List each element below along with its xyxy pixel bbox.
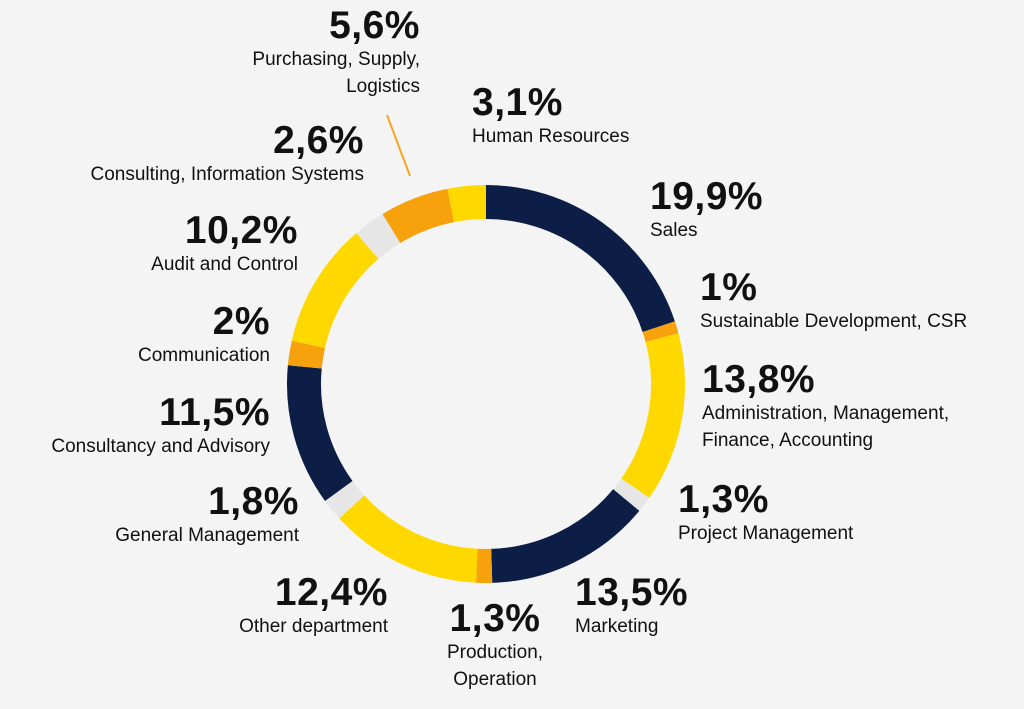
name-audit: Audit and Control — [151, 254, 298, 275]
donut-segment-11 — [356, 213, 401, 260]
donut-segment-8 — [287, 365, 353, 501]
donut-segment-9 — [287, 340, 326, 369]
label-administration: 13,8% Administration, Management, Financ… — [702, 360, 949, 454]
name-other-department: Other department — [239, 616, 388, 637]
donut-segment-3 — [613, 478, 650, 511]
label-purchasing: 5,6% Purchasing, Supply, Logistics — [252, 6, 420, 100]
label-general-management: 1,8% General Management — [115, 482, 299, 549]
label-consultancy: 11,5% Consultancy and Advisory — [51, 393, 270, 460]
name-sales: Sales — [650, 220, 698, 241]
pct-consulting-is: 2,6% — [273, 119, 364, 162]
name-production: Production, Operation — [446, 642, 544, 690]
name-consulting-is: Consulting, Information Systems — [90, 164, 364, 185]
name-human-resources: Human Resources — [472, 126, 630, 147]
pct-production: 1,3% — [449, 597, 541, 640]
leader-line-purchasing — [386, 114, 411, 177]
pct-marketing: 13,5% — [575, 571, 689, 614]
donut-segment-2 — [621, 333, 685, 498]
pct-project-management: 1,3% — [678, 478, 769, 521]
pct-communication: 2% — [212, 300, 270, 343]
donut-segment-6 — [339, 495, 479, 583]
donut-segment-12 — [382, 188, 455, 244]
label-other-department: 12,4% Other department — [239, 573, 388, 640]
pct-administration: 13,8% — [702, 358, 816, 401]
label-sustainable-development: 1% Sustainable Development, CSR — [700, 268, 967, 335]
name-administration: Administration, Management, Finance, Acc… — [702, 403, 950, 451]
pct-sustainable-development: 1% — [700, 266, 758, 309]
pct-purchasing: 5,6% — [329, 4, 420, 47]
pct-general-management: 1,8% — [208, 480, 299, 523]
donut-segment-10 — [291, 233, 379, 349]
name-sustainable-development: Sustainable Development, CSR — [700, 311, 968, 332]
name-general-management: General Management — [115, 525, 299, 546]
name-consultancy: Consultancy and Advisory — [51, 436, 270, 457]
label-human-resources: 3,1% Human Resources — [472, 83, 629, 150]
label-sales: 19,9% Sales — [650, 177, 763, 244]
donut-segment-0 — [485, 185, 675, 333]
donut-segment-4 — [490, 488, 640, 583]
name-communication: Communication — [138, 345, 270, 366]
name-purchasing: Purchasing, Supply, Logistics — [252, 49, 420, 97]
label-communication: 2% Communication — [138, 302, 270, 369]
pct-human-resources: 3,1% — [472, 81, 563, 124]
donut-segment-7 — [325, 480, 365, 519]
label-project-management: 1,3% Project Management — [678, 480, 853, 547]
label-production: 1,3% Production, Operation — [410, 599, 580, 693]
pct-consultancy: 11,5% — [159, 391, 270, 434]
pct-sales: 19,9% — [650, 175, 764, 218]
donut-segment-1 — [642, 321, 679, 343]
label-consulting-is: 2,6% Consulting, Information Systems — [90, 121, 364, 188]
name-project-management: Project Management — [678, 523, 854, 544]
pct-other-department: 12,4% — [274, 571, 388, 614]
label-audit: 10,2% Audit and Control — [151, 211, 298, 278]
label-marketing: 13,5% Marketing — [575, 573, 688, 640]
name-marketing: Marketing — [575, 616, 659, 637]
pct-audit: 10,2% — [184, 209, 298, 252]
donut-segment-13 — [447, 185, 487, 223]
